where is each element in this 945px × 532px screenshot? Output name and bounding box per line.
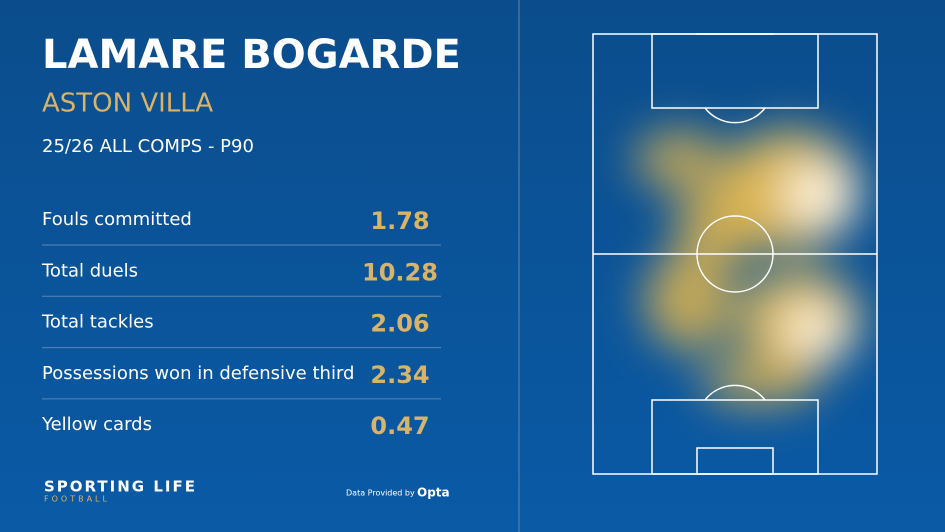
- team-name: ASTON VILLA: [42, 89, 213, 119]
- stat-label: Total duels: [41, 260, 138, 281]
- stat-label: Yellow cards: [41, 414, 152, 435]
- player-name: LAMARE BOGARDE: [42, 32, 461, 78]
- brand: SPORTING LIFE: [44, 478, 197, 496]
- pitch: [592, 33, 878, 475]
- stat-label: Possessions won in defensive third: [42, 363, 354, 384]
- stat-value: 0.47: [370, 412, 429, 440]
- stat-label: Total tackles: [41, 312, 154, 333]
- stat-value: 2.34: [370, 361, 429, 389]
- stat-value: 10.28: [362, 258, 438, 286]
- heatmap: [635, 130, 860, 405]
- brand-sub: FOOTBALL: [44, 495, 110, 504]
- stat-value: 1.78: [370, 207, 429, 235]
- stat-label: Fouls committed: [42, 209, 192, 230]
- season: 25/26 ALL COMPS - P90: [42, 136, 254, 157]
- credit: Data Provided by: [346, 489, 415, 498]
- stat-value: 2.06: [370, 310, 429, 338]
- stats-table: Fouls committed 1.78 Total duels 10.28 Total…: [41, 207, 441, 440]
- provider: Opta: [417, 486, 450, 500]
